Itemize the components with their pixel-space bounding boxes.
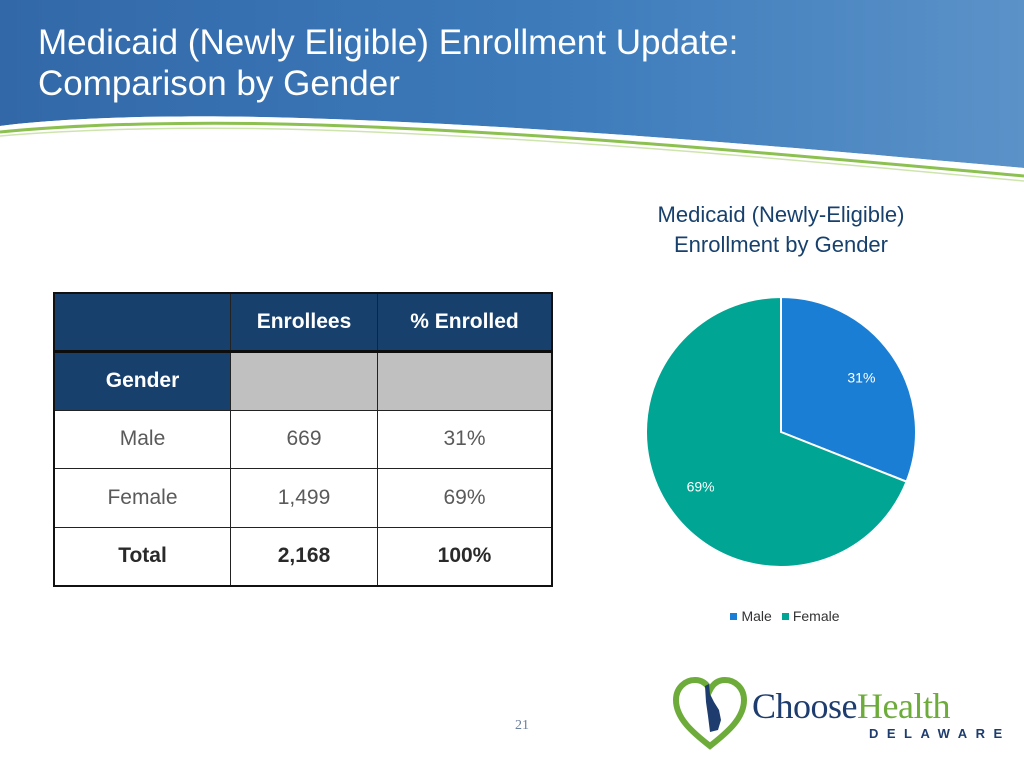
legend-item-female: Female bbox=[781, 608, 840, 624]
chart-legend: Male Female bbox=[700, 608, 870, 624]
table-row: Male 669 31% bbox=[53, 409, 553, 469]
legend-swatch-male bbox=[730, 612, 738, 620]
table-cell-percent: 31% bbox=[377, 409, 553, 469]
enrollment-table: Enrollees % Enrolled Gender Male 669 31%… bbox=[53, 292, 553, 587]
pie-label-male: 31% bbox=[847, 369, 875, 385]
table-cell-label: Male bbox=[53, 409, 231, 469]
table-cell-enrollees: 669 bbox=[230, 409, 378, 469]
slide-title-line-1: Medicaid (Newly Eligible) Enrollment Upd… bbox=[38, 23, 739, 62]
table-section-empty-cell bbox=[377, 351, 553, 411]
legend-label-male: Male bbox=[741, 608, 772, 624]
choose-health-delaware-logo: ChooseHealth DELAWARE bbox=[672, 672, 1002, 752]
table-total-enrollees: 2,168 bbox=[230, 526, 378, 586]
table-cell-enrollees: 1,499 bbox=[230, 468, 378, 528]
table-cell-label: Female bbox=[53, 468, 231, 528]
chart-title-line-1: Medicaid (Newly-Eligible) bbox=[657, 202, 905, 227]
pie-slice-female bbox=[645, 295, 908, 568]
chart-title-line-2: Enrollment by Gender bbox=[674, 232, 888, 257]
legend-label-female: Female bbox=[792, 608, 840, 624]
logo-name: ChooseHealth bbox=[752, 686, 950, 726]
header-band bbox=[0, 0, 1024, 182]
legend-item-male: Male bbox=[730, 608, 772, 624]
slide-title-line-2: Comparison by Gender bbox=[38, 64, 400, 103]
pie-slice-male bbox=[780, 295, 917, 483]
chart-title: Medicaid (Newly-Eligible) Enrollment by … bbox=[591, 200, 971, 260]
table-section-empty-cell bbox=[230, 351, 378, 411]
heart-delaware-map-icon bbox=[672, 676, 748, 750]
pie-label-female: 69% bbox=[687, 479, 715, 495]
slide-title: Medicaid (Newly Eligible) Enrollment Upd… bbox=[38, 22, 738, 104]
pie-chart: 31% 69% bbox=[645, 295, 917, 568]
table-header-corner bbox=[53, 292, 231, 353]
logo-name-part-2: Health bbox=[857, 686, 950, 726]
table-row: Female 1,499 69% bbox=[53, 468, 553, 528]
page-number: 21 bbox=[515, 718, 529, 733]
logo-subtitle: DELAWARE bbox=[869, 726, 1011, 741]
table-cell-percent: 69% bbox=[377, 468, 553, 528]
logo-name-part-1: Choose bbox=[752, 686, 858, 726]
table-section-row: Gender bbox=[53, 351, 553, 411]
table-header-enrollees: Enrollees bbox=[230, 292, 378, 353]
table-total-row: Total 2,168 100% bbox=[53, 526, 553, 586]
table-total-percent: 100% bbox=[377, 526, 553, 586]
table-section-label: Gender bbox=[53, 351, 231, 411]
table-header-row: Enrollees % Enrolled bbox=[53, 292, 553, 353]
legend-swatch-female bbox=[781, 612, 789, 620]
table-header-percent: % Enrolled bbox=[377, 292, 553, 353]
table-total-label: Total bbox=[53, 526, 231, 586]
